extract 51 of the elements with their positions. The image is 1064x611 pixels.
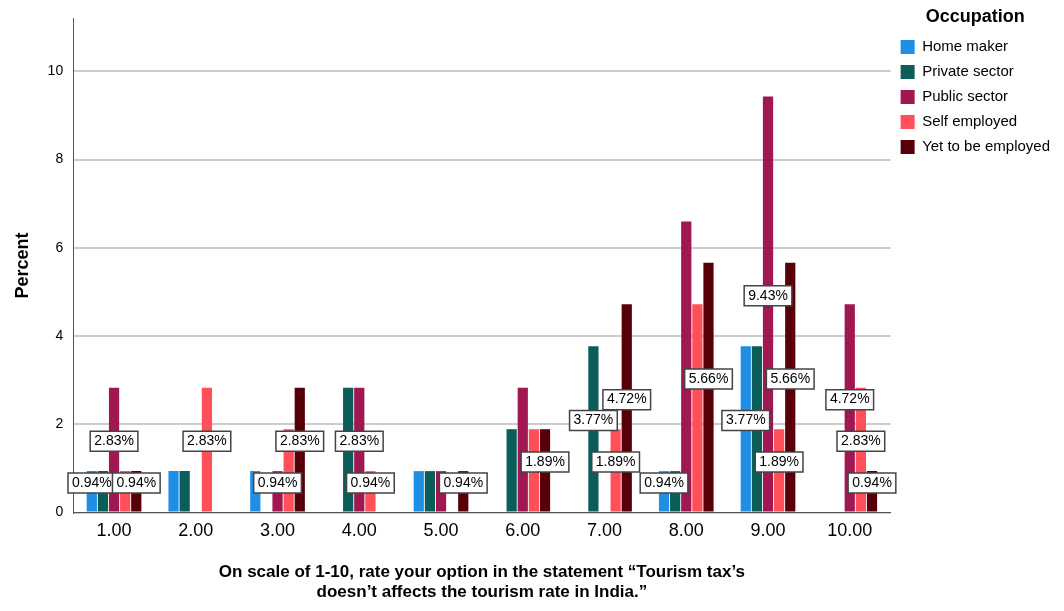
data-label: 2.83% xyxy=(187,432,227,449)
x-tick-label: 8.00 xyxy=(668,520,704,541)
data-label: 0.94% xyxy=(71,473,112,490)
y-axis-title: Percent xyxy=(11,232,32,299)
x-tick-label: 5.00 xyxy=(423,520,459,541)
x-tick-label: 3.00 xyxy=(260,520,296,541)
data-label: 1.89% xyxy=(525,452,565,469)
data-label: 0.94% xyxy=(116,473,157,490)
y-tick-label: 4 xyxy=(55,326,64,343)
data-label: 0.94% xyxy=(644,473,684,490)
x-tick-label: 4.00 xyxy=(341,520,377,541)
data-label: 5.66% xyxy=(688,369,729,386)
x-tick-label: 2.00 xyxy=(178,520,214,541)
data-label: 0.94% xyxy=(852,473,892,490)
data-label: 2.83% xyxy=(279,432,320,449)
legend-title: Occupation xyxy=(925,5,1025,26)
data-label: 3.77% xyxy=(573,411,614,428)
data-label: 4.72% xyxy=(829,390,870,407)
data-label: 1.89% xyxy=(759,452,799,469)
bar xyxy=(506,429,517,512)
data-label: 0.94% xyxy=(257,473,298,490)
data-label: 1.89% xyxy=(595,452,636,469)
bar xyxy=(179,471,190,512)
data-label: 3.77% xyxy=(725,411,766,428)
data-label: 4.72% xyxy=(606,390,647,407)
bar xyxy=(168,471,179,512)
data-label: 0.94% xyxy=(443,473,484,490)
legend-label: Self employed xyxy=(922,112,1018,130)
y-tick-label: 0 xyxy=(55,503,64,520)
data-label: 2.83% xyxy=(841,432,881,449)
x-tick-label: 1.00 xyxy=(96,520,132,541)
data-label: 0.94% xyxy=(350,473,391,490)
legend-label: Private sector xyxy=(922,62,1014,80)
legend-label: Home maker xyxy=(922,37,1008,55)
x-tick-label: 10.00 xyxy=(827,520,873,541)
legend-label: Yet to be employed xyxy=(922,137,1050,155)
data-label: 9.43% xyxy=(748,286,788,303)
x-axis-title: On scale of 1-10, rate your option in the statement “Tourism tax’s doesn’t affects the tourism rate in India.” xyxy=(218,562,745,602)
y-tick-label: 6 xyxy=(55,238,64,255)
x-tick-label: 9.00 xyxy=(750,520,786,541)
y-tick-label: 2 xyxy=(55,415,64,432)
x-tick-label: 7.00 xyxy=(586,520,623,541)
x-tick-label: 6.00 xyxy=(505,520,541,541)
bar xyxy=(413,471,424,512)
data-label: 2.83% xyxy=(339,432,380,449)
y-tick-label: 10 xyxy=(47,62,64,79)
data-label: 5.66% xyxy=(770,369,811,386)
legend-label: Public sector xyxy=(922,87,1008,105)
data-label: 2.83% xyxy=(94,432,134,449)
bar xyxy=(424,471,436,512)
y-tick-label: 8 xyxy=(55,150,64,167)
